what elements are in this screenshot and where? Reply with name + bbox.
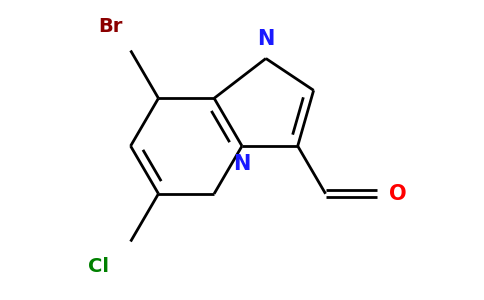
Text: O: O bbox=[389, 184, 407, 204]
Text: Cl: Cl bbox=[88, 257, 109, 277]
Text: N: N bbox=[257, 28, 274, 49]
Text: Br: Br bbox=[99, 17, 123, 36]
Text: N: N bbox=[233, 154, 251, 173]
